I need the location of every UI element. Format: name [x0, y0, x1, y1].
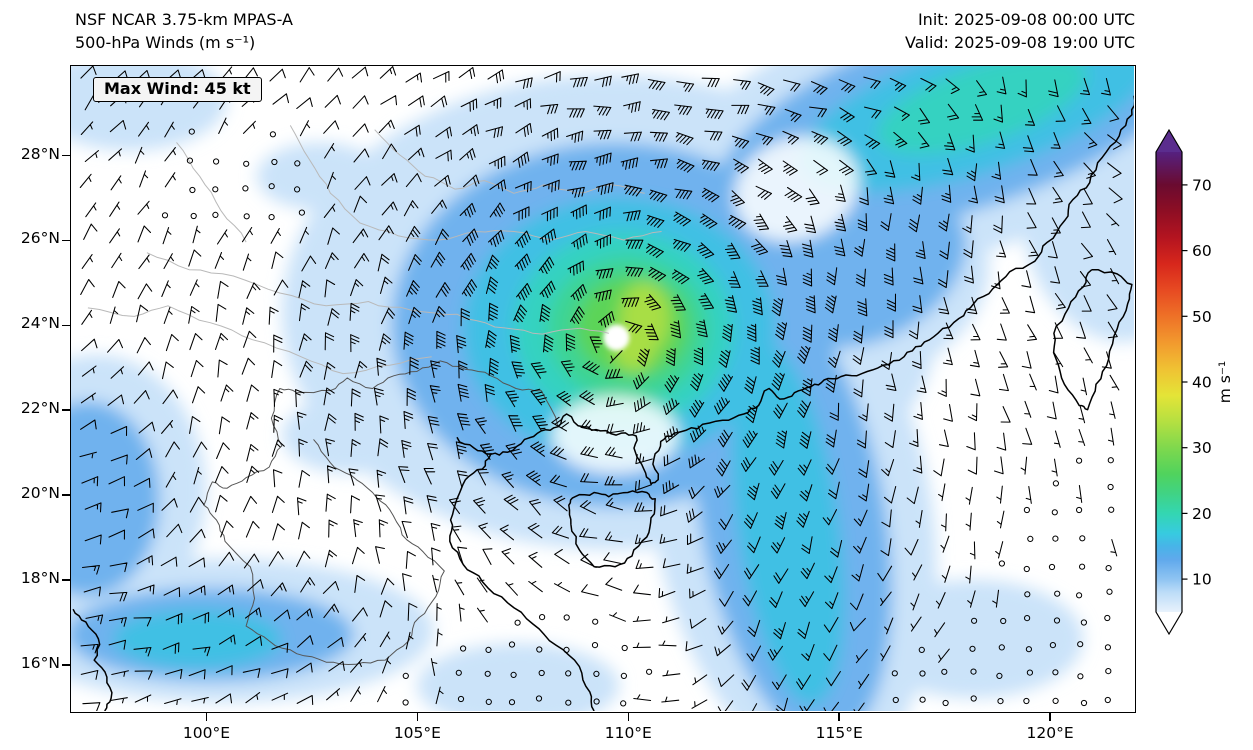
figure-subtitle: 500-hPa Winds (m s⁻¹) [75, 33, 256, 52]
figure-title: NSF NCAR 3.75-km MPAS-A [75, 10, 293, 29]
time-block: Init: 2025-09-08 00:00 UTC Valid: 2025-0… [905, 8, 1135, 54]
colorbar-canvas: 10 20 30 40 50 60 70 m s⁻¹ [1155, 128, 1234, 636]
map-canvas [71, 66, 1134, 711]
map-panel: Max Wind: 45 kt [70, 65, 1136, 713]
x-tick-mark [838, 713, 840, 721]
y-tick-label: 18°N [20, 568, 60, 587]
svg-text:10: 10 [1192, 571, 1212, 589]
y-tick-label: 20°N [20, 484, 60, 503]
svg-text:50: 50 [1192, 308, 1212, 326]
title-block: NSF NCAR 3.75-km MPAS-A 500-hPa Winds (m… [75, 8, 293, 54]
svg-text:20: 20 [1192, 505, 1212, 523]
x-tick-mark [416, 713, 419, 721]
y-tick-label: 28°N [20, 144, 60, 163]
y-tick-mark [62, 324, 70, 327]
svg-text:30: 30 [1192, 439, 1212, 457]
y-tick-label: 16°N [20, 653, 60, 672]
y-tick-mark [62, 579, 70, 581]
init-time: Init: 2025-09-08 00:00 UTC [917, 10, 1135, 29]
y-tick-mark [62, 664, 70, 666]
x-tick-label: 115°E [815, 724, 863, 742]
y-tick-label: 24°N [20, 314, 60, 333]
x-tick-label: 100°E [182, 724, 231, 742]
x-tick-label: 120°E [1026, 724, 1074, 742]
x-tick-mark [627, 713, 630, 721]
y-tick-mark [62, 239, 70, 242]
colorbar-unit-label: m s⁻¹ [1216, 361, 1234, 404]
y-tick-mark [62, 409, 70, 411]
y-tick-label: 22°N [20, 399, 60, 418]
svg-text:60: 60 [1192, 242, 1212, 260]
svg-text:40: 40 [1192, 374, 1212, 392]
x-tick-label: 110°E [604, 724, 652, 742]
max-wind-badge: Max Wind: 45 kt [93, 77, 262, 102]
valid-time: Valid: 2025-09-08 19:00 UTC [904, 33, 1135, 52]
y-tick-mark [62, 494, 70, 496]
y-tick-mark [62, 154, 70, 157]
x-tick-label: 105°E [393, 724, 441, 742]
x-tick-mark [205, 713, 208, 721]
y-tick-label: 26°N [20, 229, 60, 248]
svg-text:70: 70 [1192, 176, 1212, 194]
colorbar: 10 20 30 40 50 60 70 m s⁻¹ [1150, 128, 1253, 652]
x-tick-mark [1049, 713, 1051, 721]
